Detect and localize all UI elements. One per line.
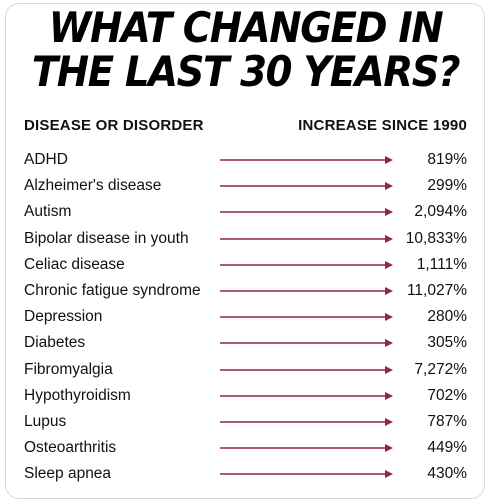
increase-value: 10,833% bbox=[405, 229, 467, 247]
arrow-shape bbox=[220, 156, 393, 165]
table-row: Celiac disease 1,111% bbox=[24, 252, 467, 278]
arrow-shape bbox=[220, 234, 393, 243]
arrow-shape bbox=[220, 313, 393, 322]
right-arrow-icon bbox=[137, 390, 393, 402]
table-row: Bipolar disease in youth 10,833% bbox=[24, 226, 467, 252]
arrow-shape bbox=[220, 339, 393, 348]
right-arrow-icon bbox=[74, 154, 393, 166]
table-row: Depression 280% bbox=[24, 304, 467, 330]
disease-name: Alzheimer's disease bbox=[24, 177, 162, 195]
disease-name: Osteoarthritis bbox=[24, 439, 117, 457]
right-arrow-icon bbox=[122, 442, 393, 454]
right-arrow-icon bbox=[207, 285, 393, 297]
column-header-increase: INCREASE SINCE 1990 bbox=[298, 117, 467, 134]
disease-name: ADHD bbox=[24, 151, 68, 169]
increase-value: 11,027% bbox=[406, 282, 467, 300]
table-row: Diabetes 305% bbox=[24, 330, 467, 356]
right-arrow-icon bbox=[108, 311, 393, 323]
increase-value: 280% bbox=[427, 308, 467, 326]
right-arrow-icon bbox=[117, 468, 393, 480]
disease-name: Celiac disease bbox=[24, 255, 125, 273]
right-arrow-icon bbox=[195, 233, 393, 245]
increase-value: 305% bbox=[427, 334, 467, 352]
arrow-shape bbox=[220, 182, 393, 191]
disease-name: Depression bbox=[24, 308, 103, 326]
column-header-disease: DISEASE OR DISORDER bbox=[24, 117, 204, 134]
table-row: Alzheimer's disease 299% bbox=[24, 173, 467, 199]
arrow-shape bbox=[220, 444, 393, 453]
increase-value: 702% bbox=[427, 386, 467, 404]
disease-name: Lupus bbox=[24, 412, 67, 430]
table-row: Hypothyroidism 702% bbox=[24, 383, 467, 409]
title-line-2: THE LAST 30 YEARS? bbox=[31, 47, 461, 96]
table-row: ADHD 819% bbox=[24, 147, 467, 173]
arrow-shape bbox=[220, 365, 393, 374]
increase-value: 449% bbox=[427, 439, 467, 457]
table-row: Lupus 787% bbox=[24, 409, 467, 435]
table-row: Autism 2,094% bbox=[24, 199, 467, 225]
right-arrow-icon bbox=[77, 206, 393, 218]
disease-name: Chronic fatigue syndrome bbox=[24, 282, 201, 300]
table-row: Osteoarthritis 449% bbox=[24, 435, 467, 461]
increase-value: 1,111% bbox=[416, 255, 467, 273]
title-line-1: WHAT CHANGED IN bbox=[48, 3, 444, 52]
table-row: Fibromyalgia 7,272% bbox=[24, 357, 467, 383]
disease-name: Bipolar disease in youth bbox=[24, 229, 189, 247]
right-arrow-icon bbox=[131, 259, 393, 271]
arrow-shape bbox=[220, 391, 393, 400]
arrow-shape bbox=[220, 470, 393, 479]
increase-value: 2,094% bbox=[414, 203, 467, 221]
disease-name: Hypothyroidism bbox=[24, 386, 131, 404]
disease-name: Autism bbox=[24, 203, 72, 221]
disease-list: ADHD 819% Alzheimer's disease 299% Autism 2,0… bbox=[24, 147, 467, 487]
increase-value: 819% bbox=[427, 151, 467, 169]
arrow-shape bbox=[220, 208, 393, 217]
right-arrow-icon bbox=[119, 364, 393, 376]
right-arrow-icon bbox=[91, 337, 393, 349]
arrow-shape bbox=[220, 417, 393, 426]
disease-name: Fibromyalgia bbox=[24, 360, 113, 378]
increase-value: 430% bbox=[427, 465, 467, 483]
increase-value: 787% bbox=[427, 412, 467, 430]
arrow-shape bbox=[220, 260, 393, 269]
table-row: Sleep apnea 430% bbox=[24, 461, 467, 487]
disease-name: Sleep apnea bbox=[24, 465, 112, 483]
right-arrow-icon bbox=[72, 416, 393, 428]
infographic-card bbox=[5, 3, 485, 499]
disease-name: Diabetes bbox=[24, 334, 86, 352]
increase-value: 7,272% bbox=[414, 360, 467, 378]
increase-value: 299% bbox=[427, 177, 467, 195]
right-arrow-icon bbox=[167, 180, 393, 192]
arrow-shape bbox=[220, 287, 393, 296]
table-row: Chronic fatigue syndrome 11,027% bbox=[24, 278, 467, 304]
